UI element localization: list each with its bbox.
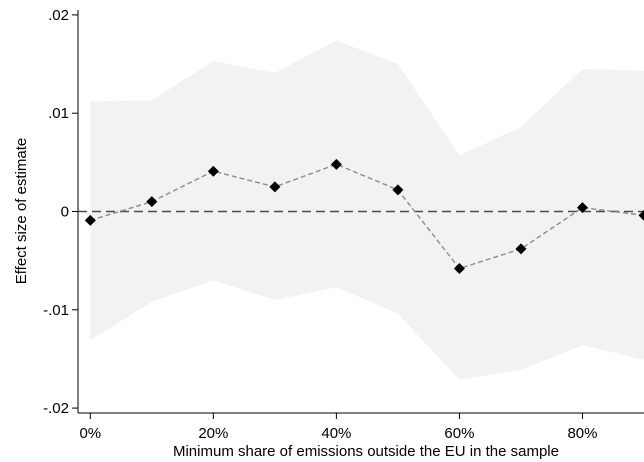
series-layer: [84, 158, 644, 275]
estimate-point: [453, 263, 465, 275]
estimate-line: [90, 163, 644, 270]
x-tick-label: 80%: [567, 425, 597, 442]
x-axis-label: Minimum share of emissions outside the E…: [173, 443, 559, 460]
y-tick-label: -.02: [43, 400, 69, 417]
estimate-point: [269, 181, 281, 193]
estimate-point: [515, 243, 527, 255]
confidence-band: [90, 40, 644, 380]
x-tick-label: 0%: [79, 425, 101, 442]
y-tick-label: -.01: [43, 302, 69, 319]
y-tick-label: .01: [48, 105, 69, 122]
confidence-band-layer: [90, 40, 644, 380]
x-tick-label: 40%: [321, 425, 351, 442]
estimate-point: [207, 165, 219, 177]
estimate-point: [84, 214, 96, 226]
x-tick-label: 60%: [444, 425, 474, 442]
estimate-point: [638, 209, 644, 221]
estimate-point: [576, 202, 588, 214]
axes-layer: -.02 -.01 0 .01 .02 0% 20% 40% 60% 80%: [43, 7, 644, 442]
estimate-point: [146, 196, 158, 208]
y-tick-label: .02: [48, 7, 69, 24]
estimate-point: [330, 158, 342, 170]
estimate-point: [392, 184, 404, 196]
y-tick-label: 0: [61, 204, 69, 221]
x-tick-label: 20%: [198, 425, 228, 442]
y-axis-label: Effect size of estimate: [13, 138, 30, 284]
axis-labels-layer: Minimum share of emissions outside the E…: [13, 138, 559, 460]
